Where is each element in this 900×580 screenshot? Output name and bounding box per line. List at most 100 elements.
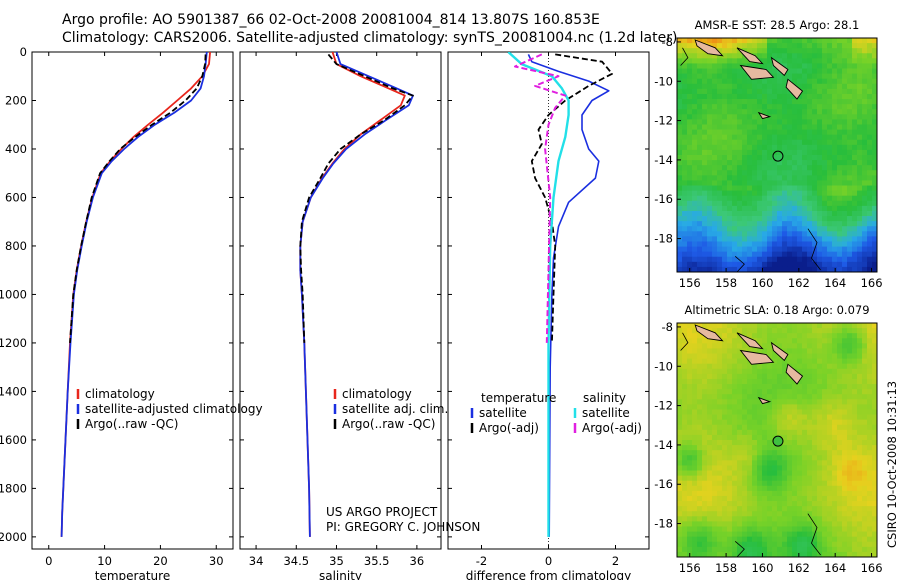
map-cell [757, 378, 763, 385]
map-cell [812, 185, 818, 192]
map-cell [742, 78, 748, 85]
map-cell [702, 73, 708, 80]
map-cell [682, 190, 688, 197]
map-cell [772, 495, 778, 502]
map-cell [832, 180, 838, 186]
map-cell [702, 490, 708, 497]
map-cell [847, 109, 853, 115]
map-cell [807, 333, 813, 339]
map-cell [702, 210, 708, 217]
map-cell [867, 43, 873, 49]
map-cell [737, 68, 743, 75]
map-cell [732, 165, 738, 171]
map-cell [847, 144, 853, 151]
map-cell [802, 236, 808, 242]
x-tick-label: 34 [249, 554, 264, 568]
map-cell [777, 328, 783, 334]
map-cell [747, 445, 753, 451]
map-cell [702, 414, 708, 421]
map-cell [772, 236, 778, 242]
map-cell [792, 490, 798, 497]
map-cell [807, 328, 813, 334]
map-cell [842, 48, 848, 54]
map-cell [752, 541, 758, 548]
legend-label: satellite adj. clim. [342, 402, 448, 416]
map-cell [702, 109, 708, 115]
map-cell [692, 338, 698, 344]
map-cell [707, 38, 713, 44]
map-cell [757, 99, 763, 105]
map-cell [842, 378, 848, 385]
map-cell [862, 363, 868, 370]
map-cell [837, 424, 843, 431]
map-cell [717, 104, 723, 110]
map-cell [782, 205, 788, 212]
map-cell [762, 210, 768, 217]
map-cell [682, 134, 688, 141]
map-cell [697, 134, 703, 141]
map-cell [732, 521, 738, 527]
map-cell [732, 490, 738, 497]
map-cell [752, 93, 758, 100]
map-cell [832, 48, 838, 54]
map-cell [837, 165, 843, 171]
map-cell [837, 38, 843, 44]
map-cell [772, 231, 778, 237]
map-cell [752, 266, 758, 272]
map-cell [787, 394, 793, 400]
map-cell [847, 475, 853, 482]
map-cell [802, 536, 808, 543]
map-cell [752, 114, 758, 120]
x-tick-label: 35.5 [364, 554, 390, 568]
map-cell [737, 83, 743, 90]
map-cell [842, 134, 848, 141]
map-cell [787, 541, 793, 548]
map-cell [767, 531, 773, 538]
map-cell [697, 333, 703, 339]
map-cell [747, 83, 753, 90]
map-cell [727, 88, 733, 95]
map-cell [727, 378, 733, 385]
map-cell [747, 434, 753, 441]
map-cell [782, 109, 788, 115]
map-cell [742, 434, 748, 441]
map-cell [777, 200, 783, 207]
map-cell [752, 43, 758, 49]
map-cell [842, 445, 848, 451]
map-cell [812, 353, 818, 360]
map-x-tick-label: 164 [824, 276, 846, 290]
map-cell [707, 384, 713, 390]
map-cell [842, 149, 848, 156]
map-cell [842, 399, 848, 405]
map-cell [682, 323, 688, 329]
map-cell [832, 338, 838, 344]
map-cell [787, 43, 793, 49]
map-cell [832, 165, 838, 171]
map-cell [797, 63, 803, 69]
map-cell [807, 501, 813, 507]
map-cell [802, 226, 808, 232]
map-cell [837, 104, 843, 110]
map-cell [772, 139, 778, 146]
map-cell [712, 170, 718, 176]
map-cell [867, 236, 873, 242]
map-cell [732, 333, 738, 339]
map-cell [697, 455, 703, 461]
map-cell [737, 241, 743, 247]
map-cell [842, 88, 848, 95]
map-cell [872, 333, 877, 339]
map-cell [817, 399, 823, 405]
contour-line [680, 332, 689, 351]
map-frame [676, 37, 878, 273]
map-cell [822, 104, 828, 110]
map-cell [807, 38, 813, 44]
island-landmass [739, 349, 775, 365]
map-cell [857, 323, 863, 329]
map-cell [717, 551, 723, 557]
map-cell [787, 124, 793, 130]
map-cell [692, 521, 698, 527]
map-cell [742, 165, 748, 171]
map-cell [822, 373, 828, 380]
map-cell [752, 63, 758, 69]
map-cell [812, 389, 818, 395]
